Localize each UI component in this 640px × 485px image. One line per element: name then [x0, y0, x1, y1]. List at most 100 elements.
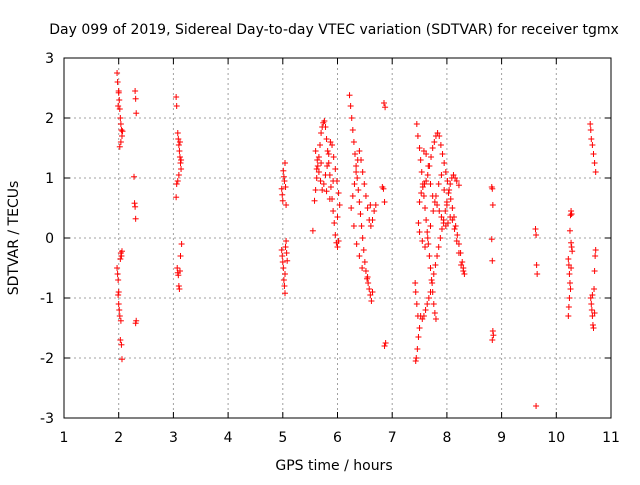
data-point-marker — [283, 250, 290, 256]
data-point-marker — [326, 196, 333, 202]
data-point-marker — [591, 286, 598, 292]
data-point-marker — [132, 95, 139, 102]
data-point-marker — [313, 166, 320, 172]
x-tick-label: 5 — [278, 430, 287, 446]
data-point-marker — [312, 187, 319, 193]
data-point-marker — [489, 202, 496, 208]
data-point-marker — [364, 274, 371, 280]
data-point-marker — [356, 148, 363, 154]
data-point-marker — [423, 217, 430, 223]
data-point-marker — [350, 139, 357, 145]
data-point-marker — [132, 215, 139, 222]
data-point-marker — [414, 346, 421, 352]
data-point-marker — [587, 121, 594, 127]
data-point-marker — [334, 244, 341, 250]
data-point-marker — [429, 145, 436, 151]
data-point-marker — [436, 208, 443, 214]
data-point-marker — [382, 340, 389, 346]
data-point-marker — [434, 202, 441, 208]
data-point-marker — [358, 223, 365, 229]
data-point-marker — [324, 163, 331, 169]
data-point-marker — [367, 223, 374, 229]
data-point-marker — [347, 103, 354, 109]
y-tick-label: -2 — [40, 351, 54, 367]
data-point-marker — [565, 304, 572, 310]
data-point-marker — [381, 343, 388, 349]
data-point-marker — [348, 205, 355, 211]
data-point-marker — [441, 187, 448, 193]
tick-labels: 1 2 3 4 5 6 7 8 9 10 11 -3 -2 -1 0 1 2 3 — [40, 51, 620, 446]
data-point-marker — [369, 217, 376, 223]
data-point-marker — [118, 253, 125, 259]
chart-title: Day 099 of 2019, Sidereal Day-to-day VTE… — [49, 22, 619, 38]
data-point-marker — [566, 227, 573, 234]
data-point-marker — [453, 238, 460, 244]
data-point-marker — [311, 197, 318, 204]
data-point-marker — [413, 121, 420, 127]
data-point-marker — [322, 172, 329, 178]
data-point-marker — [416, 145, 423, 151]
data-point-marker — [420, 313, 427, 319]
data-point-marker — [176, 154, 183, 160]
data-point-marker — [279, 253, 286, 259]
data-point-marker — [353, 241, 360, 247]
data-point-marker — [355, 187, 362, 193]
data-point-marker — [359, 169, 366, 175]
data-point-marker — [591, 268, 598, 274]
data-point-marker — [490, 332, 497, 339]
data-point-marker — [427, 223, 434, 229]
y-tick-label: 2 — [45, 111, 54, 127]
data-point-marker — [117, 317, 124, 324]
data-point-marker — [447, 181, 454, 187]
data-point-marker — [318, 130, 325, 136]
data-point-marker — [431, 310, 438, 316]
data-point-marker — [132, 320, 139, 327]
data-point-marker — [115, 301, 122, 307]
x-tick-label: 11 — [602, 430, 620, 446]
data-point-marker — [176, 268, 183, 274]
data-point-marker — [368, 298, 375, 304]
data-point-marker — [118, 356, 125, 363]
data-point-marker — [353, 169, 360, 175]
data-point-marker — [588, 136, 595, 142]
data-point-marker — [429, 280, 436, 286]
data-point-marker — [174, 178, 181, 184]
data-point-marker — [442, 208, 449, 214]
grid-lines — [64, 58, 611, 418]
data-point-marker — [568, 265, 575, 271]
data-point-marker — [412, 358, 419, 364]
data-point-marker — [323, 188, 330, 195]
data-point-marker — [175, 272, 182, 279]
data-point-marker — [280, 277, 287, 283]
data-point-marker — [114, 265, 121, 271]
data-point-marker — [175, 172, 182, 178]
data-point-marker — [176, 148, 183, 154]
data-point-marker — [565, 256, 572, 262]
data-point-marker — [424, 229, 431, 235]
data-point-marker — [361, 181, 368, 187]
data-point-marker — [353, 163, 360, 169]
data-point-marker — [332, 232, 339, 238]
data-point-marker — [354, 175, 361, 181]
data-point-marker — [323, 136, 330, 142]
data-point-marker — [591, 310, 598, 316]
data-point-marker — [439, 151, 446, 157]
data-point-marker — [437, 142, 444, 148]
data-point-marker — [434, 253, 441, 259]
data-point-marker — [565, 313, 572, 319]
data-point-marker — [419, 238, 426, 244]
data-point-marker — [359, 265, 366, 271]
data-point-marker — [177, 160, 184, 166]
data-points — [114, 70, 599, 409]
data-point-marker — [115, 277, 122, 283]
data-point-marker — [282, 184, 289, 190]
data-point-marker — [416, 325, 423, 331]
data-point-marker — [314, 163, 321, 169]
data-point-marker — [588, 301, 595, 307]
data-point-marker — [115, 89, 122, 96]
data-point-marker — [438, 226, 445, 232]
data-point-marker — [316, 142, 323, 148]
data-point-marker — [281, 178, 288, 184]
data-point-marker — [418, 190, 425, 196]
data-point-marker — [322, 124, 329, 130]
